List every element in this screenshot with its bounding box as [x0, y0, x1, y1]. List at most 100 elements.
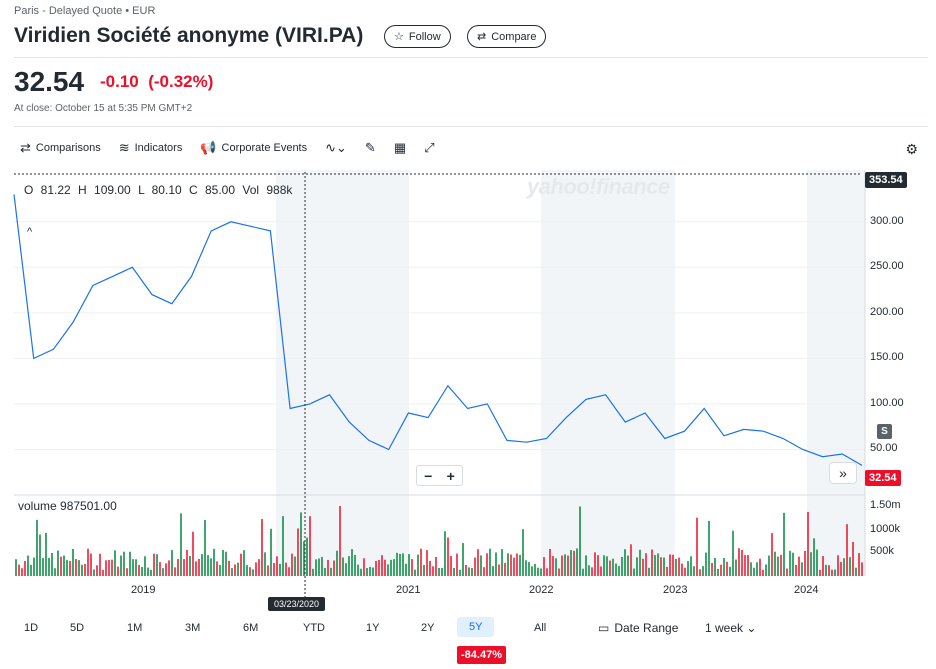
range-button-ytd[interactable]: YTD	[303, 622, 325, 634]
price-axis-label: 300.00	[870, 214, 904, 227]
volume-bar	[117, 566, 119, 576]
price-axis-label: 200.00	[870, 305, 904, 318]
volume-bar	[501, 549, 503, 576]
volume-bar	[816, 549, 818, 576]
price-axis-label: 250.00	[870, 260, 904, 273]
range-button-all[interactable]: All	[534, 622, 547, 634]
volume-bar	[789, 550, 791, 576]
volume-bar	[564, 554, 566, 576]
indicators-button[interactable]: ≋ Indicators	[118, 140, 183, 155]
volume-bar	[648, 567, 650, 576]
compare-button[interactable]: ⇄ Compare	[467, 25, 547, 48]
interval-select[interactable]: 1 week ⌄	[705, 621, 757, 635]
volume-bar	[603, 555, 605, 576]
volume-bar	[309, 516, 311, 576]
comparisons-button[interactable]: ⇄ Comparisons	[20, 140, 101, 155]
volume-bar	[645, 553, 647, 576]
volume-bar	[507, 553, 509, 576]
volume-bar	[48, 557, 50, 576]
star-icon: ☆	[394, 31, 404, 43]
volume-bar	[546, 568, 548, 576]
volume-bar	[114, 550, 116, 576]
volume-bar	[399, 553, 401, 576]
volume-bar	[120, 555, 122, 576]
expand-icon: ⤢	[424, 140, 435, 155]
range-button-2y[interactable]: 2Y	[421, 622, 435, 634]
collapse-caret-icon[interactable]: ^	[27, 226, 33, 238]
volume-bar	[252, 569, 254, 576]
volume-bar	[27, 555, 29, 576]
compare-label: Compare	[491, 30, 537, 43]
fullscreen-button[interactable]: ⤢	[424, 140, 434, 156]
zoom-in-button[interactable]: +	[446, 467, 455, 484]
volume-bar	[417, 554, 419, 576]
table-button[interactable]: ▦	[394, 140, 406, 156]
chart-type-button[interactable]: ∿⌄	[325, 140, 347, 156]
volume-bar	[240, 553, 242, 576]
volume-bar	[525, 560, 527, 576]
scroll-forward-button[interactable]: »	[829, 462, 857, 484]
price-axis-label: 50.00	[870, 442, 898, 455]
volume-bar	[624, 549, 626, 576]
page-title: Viridien Société anonyme (VIRI.PA)	[14, 24, 364, 47]
volume-bar	[210, 558, 212, 576]
corporate-events-button[interactable]: 📢 Corporate Events	[200, 140, 308, 155]
range-button-1y[interactable]: 1Y	[366, 622, 380, 634]
range-button-6m[interactable]: 6M	[243, 622, 259, 634]
volume-bar	[294, 556, 296, 576]
volume-bar	[540, 568, 542, 576]
volume-bar	[588, 565, 590, 576]
date-range-button[interactable]: ▭ Date Range	[598, 621, 679, 635]
volume-bar	[255, 562, 257, 576]
range-button-5y[interactable]: 5Y	[457, 617, 495, 637]
volume-bar	[402, 553, 404, 576]
volume-bar	[288, 567, 290, 576]
volume-bar	[708, 520, 710, 576]
x-axis-label: 2019	[131, 584, 156, 596]
range-button-3m[interactable]: 3M	[185, 622, 201, 634]
volume-bar	[126, 568, 128, 576]
volume-bar	[189, 556, 191, 576]
volume-bar	[720, 564, 722, 576]
volume-bar	[783, 512, 785, 576]
volume-bar	[687, 561, 689, 576]
zoom-out-button[interactable]: −	[424, 467, 433, 484]
range-button-5d[interactable]: 5D	[70, 622, 85, 634]
follow-button[interactable]: ☆ Follow	[384, 25, 451, 48]
volume-bar	[855, 567, 857, 576]
split-marker[interactable]: S	[877, 424, 892, 439]
volume-bar	[354, 555, 356, 576]
volume-bar	[39, 534, 41, 576]
volume-bar	[105, 560, 107, 576]
volume-bar	[357, 564, 359, 576]
volume-bar	[57, 550, 59, 576]
volume-bar	[510, 554, 512, 576]
range-button-1d[interactable]: 1D	[24, 622, 39, 634]
stock-chart[interactable]	[0, 170, 936, 600]
volume-bar	[234, 564, 236, 576]
volume-bar	[162, 568, 164, 576]
volume-bar	[51, 552, 53, 576]
volume-bar	[774, 551, 776, 576]
volume-bar	[147, 567, 149, 576]
gear-icon[interactable]: ⚙	[905, 141, 918, 157]
volume-bar	[321, 557, 323, 576]
volume-bar	[807, 511, 809, 576]
volume-bar	[831, 569, 833, 576]
draw-button[interactable]: ✎	[365, 140, 376, 156]
volume-bar	[621, 556, 623, 576]
volume-bar	[90, 553, 92, 576]
volume-bar	[498, 564, 500, 576]
volume-bar	[138, 564, 140, 576]
volume-bar	[639, 549, 641, 576]
volume-bar	[21, 568, 23, 576]
range-button-1m[interactable]: 1M	[127, 622, 143, 634]
volume-bar	[351, 549, 353, 576]
volume-bar	[462, 543, 464, 576]
volume-bar	[201, 554, 203, 576]
last-price-tag: 32.54	[865, 470, 901, 486]
volume-bar	[753, 567, 755, 576]
volume-bar	[78, 560, 80, 576]
volume-bar	[393, 559, 395, 576]
volume-bar	[171, 550, 173, 576]
